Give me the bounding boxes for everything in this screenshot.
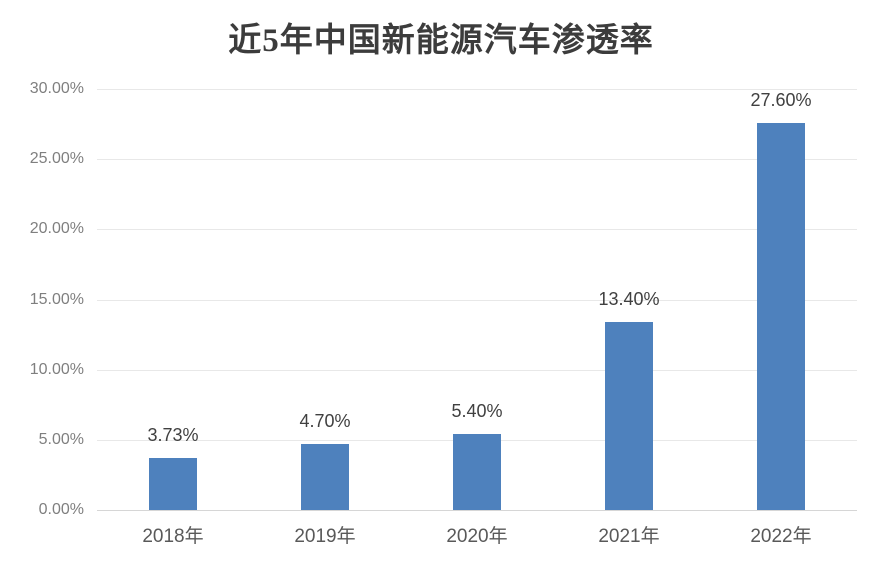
bar-value-label: 4.70% — [299, 411, 351, 432]
x-axis-tick-label: 2019年 — [294, 526, 356, 547]
x-axis-line — [97, 510, 857, 511]
gridline — [97, 229, 857, 231]
bar — [757, 122, 805, 510]
bar-value-label: 27.60% — [750, 89, 812, 110]
bar — [605, 321, 653, 510]
y-axis-tick-label: 30.00% — [29, 80, 84, 97]
bars: 3.73% 4.70% 5.40% 13.40% 27.60% — [97, 89, 857, 510]
y-axis: 30.00% 25.00% 20.00% 15.00% 10.00% 5.00% 0.00% — [0, 80, 84, 518]
gridline — [97, 299, 857, 301]
bar-group: 3.73% — [97, 89, 249, 510]
x-axis-tick-label: 2022年 — [750, 526, 812, 547]
x-axis-tick-label: 2021年 — [598, 526, 660, 547]
gridline — [97, 159, 857, 161]
bar-group: 27.60% — [705, 89, 857, 510]
y-axis-tick-label: 25.00% — [29, 150, 84, 168]
gridline — [97, 89, 857, 90]
bar — [301, 444, 349, 510]
bar-group: 4.70% — [249, 89, 401, 510]
y-axis-tick-label: 0.00% — [38, 501, 84, 518]
bar-value-label: 3.73% — [147, 424, 199, 445]
y-axis-tick-label: 20.00% — [29, 220, 84, 238]
gridline — [97, 369, 857, 371]
plot-area: 3.73% 4.70% 5.40% 13.40% 27.60% — [97, 89, 857, 511]
bar-group: 5.40% — [401, 89, 553, 510]
x-axis-tick-label: 2020年 — [446, 526, 508, 547]
x-axis: 2018年 2019年 2020年 2021年 2022年 — [97, 521, 857, 548]
x-axis-tick-label: 2018年 — [142, 526, 204, 547]
bar-group: 13.40% — [553, 89, 705, 510]
bar — [453, 434, 501, 510]
y-axis-tick-label: 5.00% — [38, 430, 84, 448]
chart-title: 近5年中国新能源汽车渗透率 — [228, 23, 654, 59]
y-axis-tick-label: 15.00% — [29, 290, 84, 308]
bar — [149, 457, 197, 510]
y-axis-tick-label: 10.00% — [29, 360, 84, 378]
bar-value-label: 13.40% — [598, 288, 660, 309]
bar-value-label: 5.40% — [451, 401, 503, 422]
